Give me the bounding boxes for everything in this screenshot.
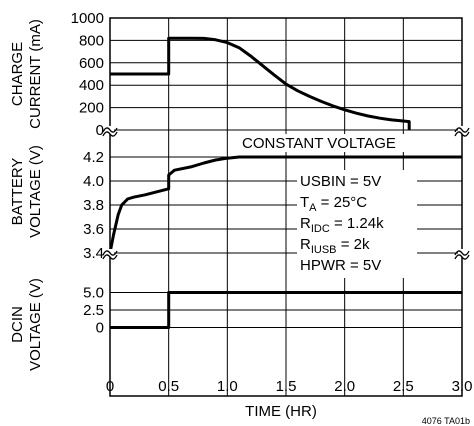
y-axis-label: VOLTAGE (V) <box>27 145 44 238</box>
y-tick-label: 4.2 <box>83 149 104 166</box>
series-line-dcin-voltage <box>110 291 462 329</box>
chart-series <box>108 36 462 329</box>
y-axis-label: CHARGE <box>9 42 26 106</box>
condition-line: RIUSB = 2k <box>300 236 370 256</box>
y-tick-label: 1000 <box>71 10 104 27</box>
x-tick-label: 0 <box>106 378 114 395</box>
x-tick-label: 1.0 <box>217 378 238 395</box>
constant-voltage-bg <box>238 134 408 152</box>
condition-line: USBIN = 5V <box>300 173 381 190</box>
y-tick-label: 4.0 <box>83 173 104 190</box>
plot-frame <box>109 17 463 397</box>
y-tick-label: 800 <box>79 32 104 49</box>
y-tick-label: 3.4 <box>83 245 104 262</box>
axis-break-mark <box>102 127 118 137</box>
condition-line: TA = 25°C <box>300 194 367 214</box>
chart-frame <box>102 17 470 397</box>
condition-line: HPWR = 5V <box>300 257 381 274</box>
y-tick-label: 3.8 <box>83 197 104 214</box>
y-tick-label: 0 <box>96 122 104 139</box>
y-tick-label: 0 <box>96 320 104 337</box>
conditions-bg <box>297 170 417 278</box>
y-tick-label: 400 <box>79 77 104 94</box>
y-axis-label: BATTERY <box>9 158 26 226</box>
y-tick-label: 3.6 <box>83 221 104 238</box>
axis-break-mark <box>454 250 470 260</box>
figure-id: 4076 TA01b <box>422 416 470 426</box>
condition-line: RIDC = 1.24k <box>300 215 384 235</box>
y-axis-label: VOLTAGE (V) <box>27 278 44 371</box>
y-tick-label: 2.5 <box>83 302 104 319</box>
y-tick-label: 5.0 <box>83 285 104 302</box>
axis-break-mark <box>454 127 470 137</box>
x-tick-label: 0.5 <box>158 378 179 395</box>
chart-labels: 0 200 400 600 800 1000 CHARGE CURRENT (mA) 3.4 3.… <box>9 10 472 426</box>
x-tick-label: 1.5 <box>276 378 297 395</box>
x-axis-label: TIME (HR) <box>245 403 317 420</box>
y-axis-label: DCIN <box>9 306 26 343</box>
x-tick-label: 2.5 <box>393 378 414 395</box>
y-tick-label: 600 <box>79 55 104 72</box>
series-line-battery-voltage <box>108 155 462 254</box>
y-tick-label: 200 <box>79 100 104 117</box>
x-tick-label: 2.0 <box>334 378 355 395</box>
constant-voltage-label: CONSTANT VOLTAGE <box>242 135 396 152</box>
y-axis-label: CURRENT (mA) <box>27 19 44 129</box>
x-tick-label: 3.0 <box>452 378 473 395</box>
axis-break-mark <box>102 250 118 260</box>
series-line-charge-current <box>110 36 411 130</box>
